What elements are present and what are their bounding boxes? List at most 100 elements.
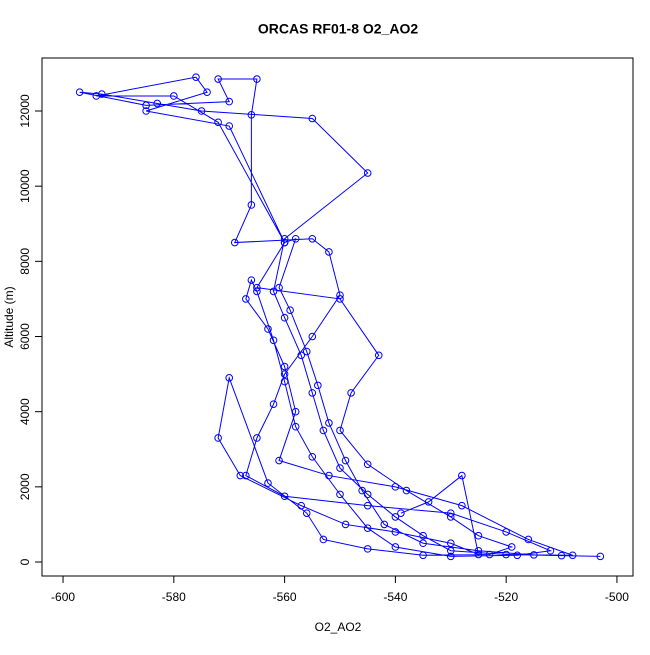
point	[502, 550, 510, 559]
point	[308, 332, 317, 341]
point	[391, 543, 400, 551]
point	[302, 347, 311, 356]
point	[280, 234, 289, 243]
point	[419, 531, 427, 540]
point	[264, 479, 272, 487]
point	[596, 552, 605, 561]
x-tick-label: -520	[494, 590, 518, 604]
point	[502, 528, 510, 536]
point	[530, 551, 538, 559]
x-tick-label: -560	[273, 590, 297, 604]
point	[297, 351, 306, 360]
point	[253, 287, 261, 296]
point	[358, 486, 366, 495]
point	[280, 313, 289, 322]
point	[142, 107, 150, 115]
point	[247, 276, 256, 284]
point	[242, 471, 250, 480]
point	[374, 351, 383, 360]
point	[568, 551, 577, 560]
point	[474, 531, 483, 540]
point	[458, 471, 466, 480]
y-tick-label: 6000	[18, 323, 32, 350]
point	[419, 551, 427, 560]
point	[192, 73, 200, 81]
x-axis-label: O2_AO2	[315, 620, 362, 634]
point	[325, 248, 333, 256]
point	[319, 426, 328, 435]
point	[297, 501, 306, 510]
point	[302, 509, 311, 517]
point	[225, 374, 234, 382]
point	[336, 426, 344, 435]
point	[214, 118, 222, 127]
point	[424, 498, 433, 506]
point	[291, 234, 300, 243]
point	[291, 407, 300, 416]
y-axis-label: Altitude (m)	[2, 286, 16, 347]
point	[391, 483, 400, 491]
point	[380, 520, 389, 529]
point	[170, 92, 178, 100]
point	[446, 546, 455, 555]
point	[98, 90, 106, 98]
point	[446, 552, 455, 561]
line	[79, 76, 601, 557]
point	[253, 283, 261, 292]
point	[275, 283, 283, 292]
point	[341, 456, 350, 465]
point	[269, 336, 278, 345]
point	[363, 524, 372, 532]
point	[214, 75, 222, 83]
point	[402, 486, 411, 495]
point	[308, 452, 317, 461]
point	[485, 550, 494, 559]
point	[308, 389, 317, 397]
point	[397, 509, 405, 517]
point	[242, 295, 250, 303]
point	[253, 75, 261, 83]
point	[286, 306, 294, 314]
point	[280, 370, 289, 378]
point	[363, 169, 372, 177]
point	[153, 99, 162, 108]
y-tick-label: 10000	[18, 169, 32, 203]
point	[325, 419, 333, 427]
point	[446, 539, 455, 548]
point	[269, 287, 278, 296]
point	[92, 92, 101, 100]
point	[336, 490, 344, 499]
point	[319, 535, 328, 544]
point	[236, 471, 245, 480]
x-tick-label: -500	[605, 590, 629, 604]
point	[280, 492, 289, 501]
point	[291, 422, 300, 431]
point	[225, 97, 234, 106]
point	[336, 291, 344, 299]
point	[325, 471, 333, 480]
point	[336, 464, 344, 472]
point	[225, 122, 234, 130]
point	[446, 513, 455, 521]
point	[142, 101, 150, 110]
point	[214, 434, 222, 442]
y-tick-label: 0	[18, 558, 32, 565]
point	[197, 107, 206, 115]
point	[474, 546, 483, 555]
y-tick-label: 8000	[18, 248, 32, 275]
point	[280, 238, 289, 247]
point	[363, 545, 372, 553]
point	[314, 381, 322, 390]
point	[391, 513, 400, 521]
point	[458, 501, 466, 510]
point	[524, 535, 533, 544]
point	[347, 389, 355, 397]
point	[253, 434, 261, 442]
x-tick-label: -600	[51, 590, 75, 604]
point	[269, 400, 278, 408]
y-tick-label: 12000	[18, 94, 32, 128]
point	[557, 551, 566, 560]
point	[363, 490, 372, 499]
point	[203, 88, 211, 97]
